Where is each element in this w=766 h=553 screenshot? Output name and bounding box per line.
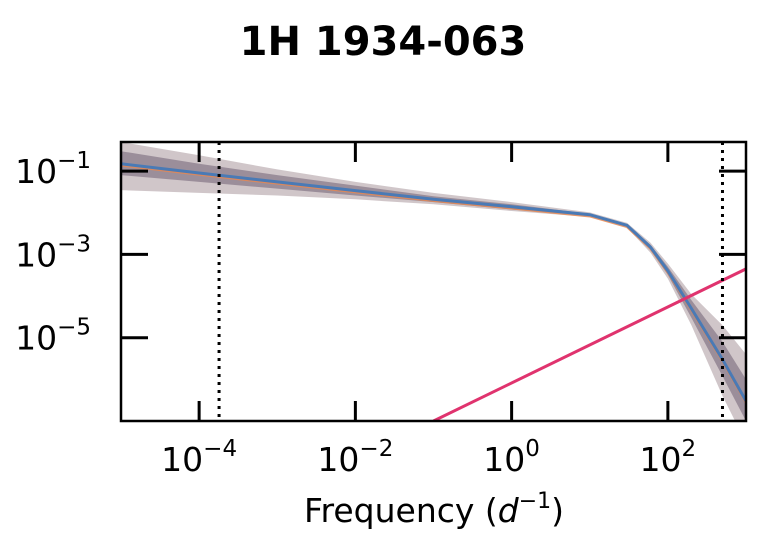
x-tick-label-1: 10−4 — [161, 436, 237, 479]
x-axis-label: Frequency (d−1) — [304, 489, 564, 530]
y-tick-label-3: 10−5 — [15, 315, 91, 358]
x-axis-label-close: ) — [551, 491, 564, 530]
tick-marks — [121, 142, 746, 421]
x-tick-label-4: 102 — [640, 436, 697, 479]
chart-title: 1H 1934-063 — [240, 19, 527, 65]
x-axis-label-exponent: −1 — [519, 489, 551, 514]
x-axis-label-text: Frequency ( — [304, 491, 498, 530]
y-tick-label-1: 10−1 — [15, 148, 91, 191]
x-axis-label-unit: d — [498, 491, 520, 530]
median-line — [121, 162, 746, 402]
vertical-marker-lines — [217, 142, 724, 421]
y-tick-label-2: 10−3 — [15, 231, 91, 274]
plot-frame — [119, 140, 748, 423]
tick-labels: 10−4 10−2 100 102 10−1 10−3 10−5 — [15, 148, 696, 479]
inner-confidence-band — [121, 151, 746, 421]
x-tick-label-2: 10−2 — [317, 436, 393, 479]
noise-line — [432, 267, 746, 421]
plot-content — [121, 142, 746, 421]
x-tick-label-3: 100 — [483, 436, 540, 479]
